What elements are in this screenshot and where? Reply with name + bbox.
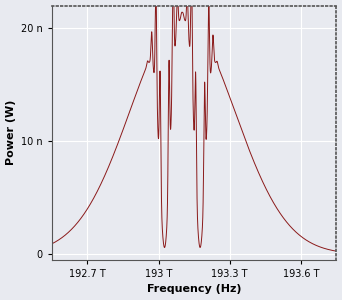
X-axis label: Frequency (Hz): Frequency (Hz) bbox=[147, 284, 241, 294]
Y-axis label: Power (W): Power (W) bbox=[5, 100, 15, 165]
